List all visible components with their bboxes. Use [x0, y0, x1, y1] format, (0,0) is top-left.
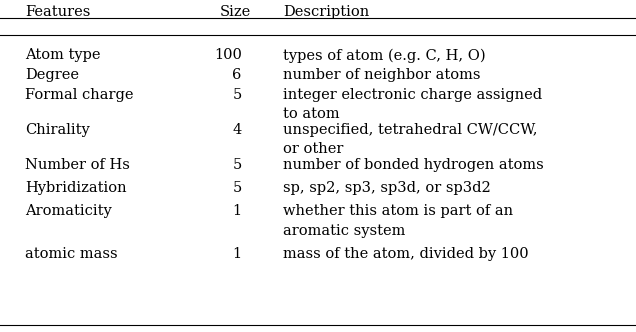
- Text: 5: 5: [232, 181, 242, 195]
- Text: atomic mass: atomic mass: [25, 247, 118, 261]
- Text: Aromaticity: Aromaticity: [25, 204, 112, 218]
- Text: 100: 100: [214, 48, 242, 62]
- Text: types of atom (e.g. C, H, O): types of atom (e.g. C, H, O): [283, 48, 486, 62]
- Text: whether this atom is part of an
aromatic system: whether this atom is part of an aromatic…: [283, 204, 513, 238]
- Text: 1: 1: [233, 247, 242, 261]
- Text: Degree: Degree: [25, 68, 80, 82]
- Text: Chirality: Chirality: [25, 123, 90, 137]
- Text: 1: 1: [233, 204, 242, 218]
- Text: Atom type: Atom type: [25, 48, 101, 62]
- Text: 5: 5: [232, 158, 242, 172]
- Text: Number of Hs: Number of Hs: [25, 158, 130, 172]
- Text: Hybridization: Hybridization: [25, 181, 127, 195]
- Text: number of neighbor atoms: number of neighbor atoms: [283, 68, 481, 82]
- Text: Formal charge: Formal charge: [25, 88, 134, 102]
- Text: 5: 5: [232, 88, 242, 102]
- Text: number of bonded hydrogen atoms: number of bonded hydrogen atoms: [283, 158, 544, 172]
- Text: integer electronic charge assigned
to atom: integer electronic charge assigned to at…: [283, 88, 542, 122]
- Text: 6: 6: [232, 68, 242, 82]
- Text: 4: 4: [232, 123, 242, 137]
- Text: unspecified, tetrahedral CW/CCW,
or other: unspecified, tetrahedral CW/CCW, or othe…: [283, 123, 537, 156]
- Text: Features: Features: [25, 5, 91, 19]
- Text: mass of the atom, divided by 100: mass of the atom, divided by 100: [283, 247, 529, 261]
- Text: sp, sp2, sp3, sp3d, or sp3d2: sp, sp2, sp3, sp3d, or sp3d2: [283, 181, 491, 195]
- Text: Description: Description: [283, 5, 370, 19]
- Text: Size: Size: [219, 5, 251, 19]
